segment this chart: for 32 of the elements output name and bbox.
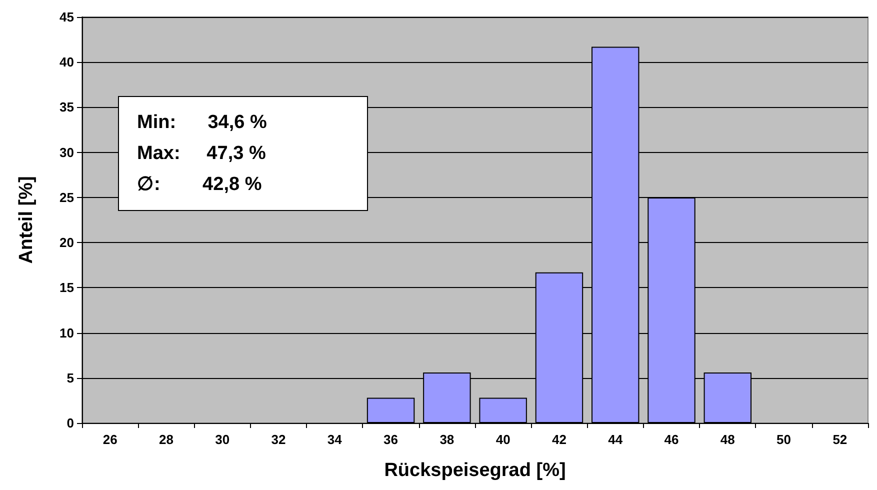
x-tick-label: 36 bbox=[384, 432, 398, 447]
x-tick-label: 30 bbox=[215, 432, 230, 447]
x-tick-label: 34 bbox=[327, 432, 343, 447]
y-tick-label: 15 bbox=[60, 280, 74, 296]
x-tick-label: 32 bbox=[271, 432, 286, 447]
y-tick-label: 0 bbox=[66, 416, 74, 430]
x-tick-label: 44 bbox=[608, 432, 624, 447]
bar bbox=[479, 398, 527, 423]
info-box: Min: 34,6 % Max: 47,3 % ∅: 42,8 % bbox=[118, 96, 368, 211]
x-tick-label: 40 bbox=[496, 432, 510, 447]
x-tick-label: 50 bbox=[776, 432, 792, 447]
x-tick-label: 38 bbox=[440, 432, 454, 447]
y-axis-title: Anteil [%] bbox=[16, 176, 37, 264]
y-tick-label: 20 bbox=[60, 235, 74, 250]
annotation: Min: 34,6 % bbox=[137, 111, 268, 135]
y-tick-label: 10 bbox=[60, 325, 74, 340]
x-tick-label: 48 bbox=[720, 432, 735, 447]
x-tick-label: 28 bbox=[158, 432, 174, 447]
x-tick-label: 26 bbox=[102, 432, 118, 447]
annotation: Max: 47,3 % bbox=[137, 142, 267, 166]
x-tick-label: 52 bbox=[832, 432, 848, 447]
bar bbox=[366, 398, 415, 423]
y-tick-label: 30 bbox=[60, 144, 74, 160]
x-tick-label: 42 bbox=[552, 432, 566, 447]
y-tick-label: 35 bbox=[60, 100, 74, 115]
annotation: ∅: 42,8 % bbox=[137, 173, 263, 197]
y-tick-label: 5 bbox=[66, 370, 74, 386]
x-tick-label: 46 bbox=[664, 432, 679, 447]
x-axis-title: Rückspeisegrad [%] bbox=[384, 460, 566, 481]
y-tick-label: 25 bbox=[60, 190, 74, 205]
y-tick-label: 40 bbox=[60, 54, 74, 70]
y-tick-label: 45 bbox=[60, 10, 74, 24]
